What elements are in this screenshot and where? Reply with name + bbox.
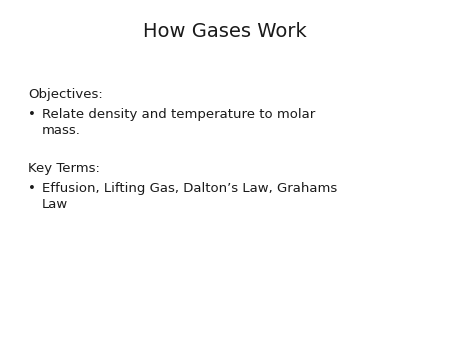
Text: •: • bbox=[28, 182, 36, 195]
Text: •: • bbox=[28, 108, 36, 121]
Text: Effusion, Lifting Gas, Dalton’s Law, Grahams
Law: Effusion, Lifting Gas, Dalton’s Law, Gra… bbox=[42, 182, 337, 211]
Text: Objectives:: Objectives: bbox=[28, 88, 103, 101]
Text: How Gases Work: How Gases Work bbox=[143, 22, 307, 41]
Text: Relate density and temperature to molar
mass.: Relate density and temperature to molar … bbox=[42, 108, 315, 137]
Text: Key Terms:: Key Terms: bbox=[28, 162, 100, 175]
